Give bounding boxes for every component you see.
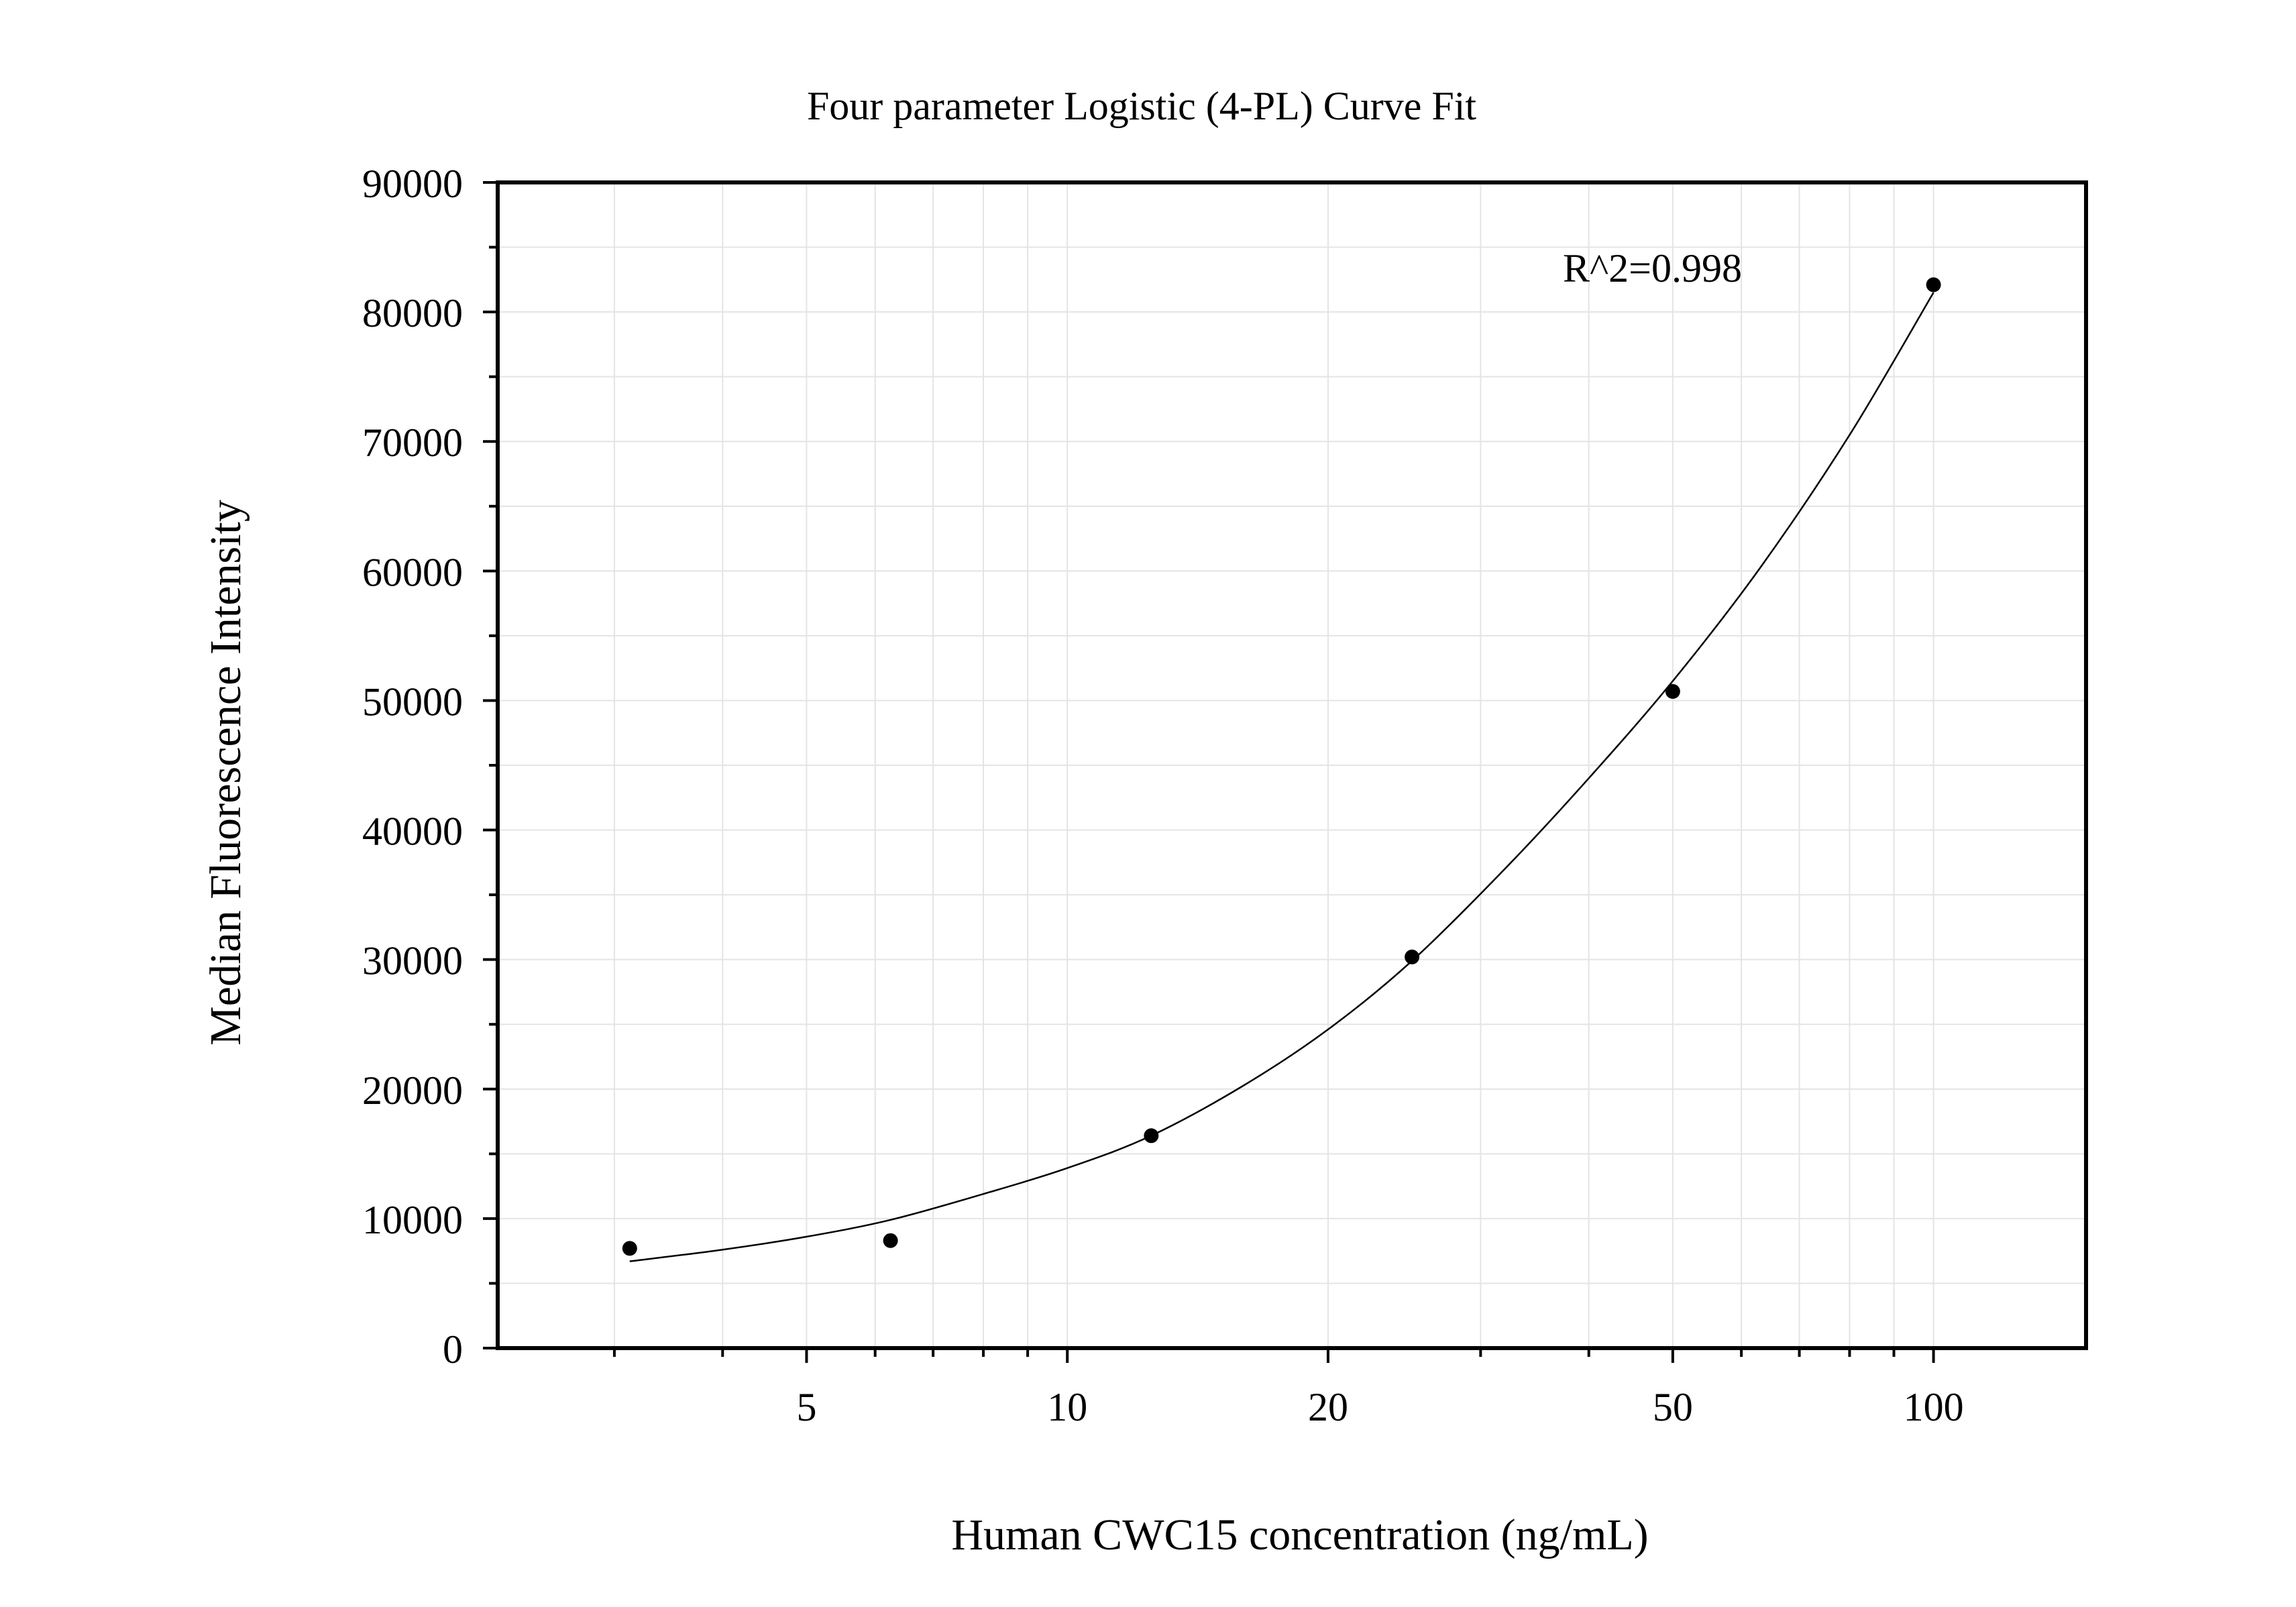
y-axis-label: Median Fluorescence Intensity [201, 500, 250, 1046]
x-tick-label: 5 [796, 1385, 816, 1429]
x-axis-label: Human CWC15 concentration (ng/mL) [951, 1510, 1648, 1559]
y-tick-label: 30000 [362, 939, 463, 983]
data-point [1405, 949, 1420, 964]
x-tick-label: 10 [1047, 1385, 1087, 1429]
axis-layer: 5 10 20 50 100 0 10000 20000 30000 40000 50000 6000… [362, 162, 2088, 1429]
y-tick-label: 70000 [362, 421, 463, 465]
fit-curve-line [629, 292, 1934, 1262]
data-point [1926, 277, 1941, 292]
y-tick-label: 50000 [362, 679, 463, 724]
data-point [883, 1233, 898, 1248]
labels-layer: Four parameter Logistic (4-PL) Curve Fit… [201, 84, 1742, 1559]
x-tick-label: 20 [1308, 1385, 1348, 1429]
r-squared-annotation: R^2=0.998 [1563, 246, 1742, 290]
x-tick-label: 100 [1904, 1385, 1964, 1429]
data-point [622, 1241, 637, 1256]
y-tick-label: 90000 [362, 162, 463, 206]
y-tick-label: 40000 [362, 810, 463, 854]
y-tick-label: 0 [443, 1327, 463, 1372]
plot-frame [496, 180, 2088, 1350]
y-tick-label: 80000 [362, 291, 463, 335]
y-tick-label: 60000 [362, 550, 463, 594]
data-point [1665, 683, 1680, 699]
y-tick-label: 20000 [362, 1068, 463, 1113]
data-point [1144, 1128, 1159, 1144]
x-tick-label: 50 [1653, 1385, 1693, 1429]
curve-layer [629, 292, 1934, 1262]
chart-title: Four parameter Logistic (4-PL) Curve Fit [807, 84, 1476, 128]
points-layer [622, 277, 1941, 1256]
grid-layer [498, 182, 2086, 1348]
y-tick-label: 10000 [362, 1198, 463, 1242]
